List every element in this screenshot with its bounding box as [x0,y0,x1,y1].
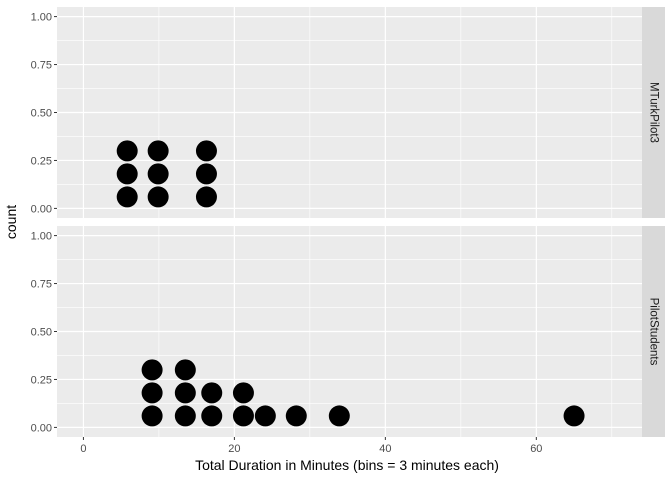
y-tick-label: 0.75 [31,279,52,291]
dot [201,405,223,427]
facet-panel-pilotstudents: PilotStudents 0.00 0.25 0.50 0.75 1.00 [31,226,665,437]
dot [174,405,196,427]
y-tick-label: 0.00 [31,422,52,434]
x-tick-label: 20 [228,443,240,455]
y-tick-label: 0.75 [31,60,52,72]
x-tick-label: 0 [80,443,86,455]
dot [328,405,350,427]
dot [174,359,196,381]
facet-panel-mturkpilot3: MTurkPilot3 0.00 0.25 0.50 0.75 1.00 [31,7,665,218]
dot [116,186,138,208]
dot [195,186,217,208]
x-tick-label: 40 [379,443,391,455]
gridlines [57,226,642,437]
x-tick-label: 60 [530,443,542,455]
strip-background [642,226,665,437]
dot [141,382,163,404]
dot [147,163,169,185]
dot [174,382,196,404]
gridlines [57,7,642,218]
dot [141,405,163,427]
dot-layer [141,359,585,427]
dot [195,140,217,162]
facet-strip-label: MTurkPilot3 [648,82,660,143]
dot [232,405,254,427]
y-tick-label: 0.50 [31,327,52,339]
y-tick-label: 0.25 [31,155,52,167]
y-axis: 0.00 0.25 0.50 0.75 1.00 [31,231,57,434]
dot [232,382,254,404]
dot [254,405,276,427]
dot-layer [116,140,217,208]
dot [147,186,169,208]
y-tick-label: 0.25 [31,374,52,386]
dot [285,405,307,427]
y-tick-label: 0.00 [31,203,52,215]
x-axis-title: Total Duration in Minutes (bins = 3 minu… [195,457,499,473]
x-axis: 0 20 40 60 [80,437,542,455]
dot [201,382,223,404]
dot [147,140,169,162]
dot [141,359,163,381]
y-tick-label: 1.00 [31,12,52,24]
dot [195,163,217,185]
dot [116,140,138,162]
dot [563,405,585,427]
dot [116,163,138,185]
y-axis-title: count [3,205,19,239]
y-axis: 0.00 0.25 0.50 0.75 1.00 [31,12,57,215]
strip-background [642,7,665,218]
facet-strip-label: PilotStudents [648,298,660,366]
y-tick-label: 1.00 [31,231,52,243]
y-tick-label: 0.50 [31,108,52,120]
